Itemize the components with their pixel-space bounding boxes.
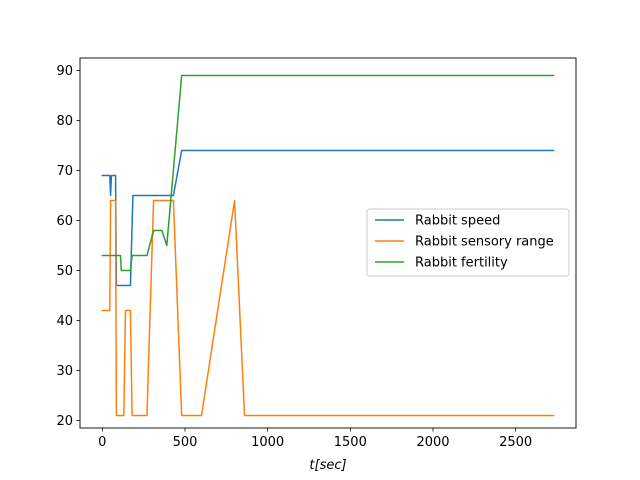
x-tick-label: 2000 bbox=[416, 435, 449, 450]
x-tick-label: 2500 bbox=[499, 435, 532, 450]
legend-box bbox=[366, 208, 570, 277]
series-line-3 bbox=[101, 74, 555, 272]
y-tick-label: 90 bbox=[56, 64, 73, 79]
x-tick-label: 0 bbox=[98, 435, 106, 450]
series-line-2 bbox=[101, 199, 555, 417]
y-tick-label: 40 bbox=[56, 314, 73, 329]
legend-label-2: Rabbit sensory range bbox=[415, 235, 554, 250]
legend: Rabbit speed Rabbit sensory range Rabbit f… bbox=[366, 208, 570, 277]
x-tick-label: 500 bbox=[173, 435, 198, 450]
x-axis: 0 500 1000 1500 2000 2500 bbox=[98, 428, 532, 450]
y-tick-label: 70 bbox=[56, 164, 73, 179]
x-tick-label: 1000 bbox=[251, 435, 284, 450]
y-tick-label: 20 bbox=[56, 414, 73, 429]
plot-frame bbox=[79, 57, 577, 429]
series-layer bbox=[101, 74, 555, 417]
y-tick-label: 30 bbox=[56, 364, 73, 379]
y-axis: 20 30 40 50 60 70 80 90 bbox=[56, 64, 80, 429]
y-tick-label: 50 bbox=[56, 264, 73, 279]
legend-label-1: Rabbit speed bbox=[415, 214, 500, 229]
legend-label-3: Rabbit fertility bbox=[415, 256, 508, 271]
x-axis-label: t[sec] bbox=[309, 458, 346, 473]
y-tick-label: 80 bbox=[56, 114, 73, 129]
x-tick-label: 1500 bbox=[334, 435, 367, 450]
y-tick-label: 60 bbox=[56, 214, 73, 229]
